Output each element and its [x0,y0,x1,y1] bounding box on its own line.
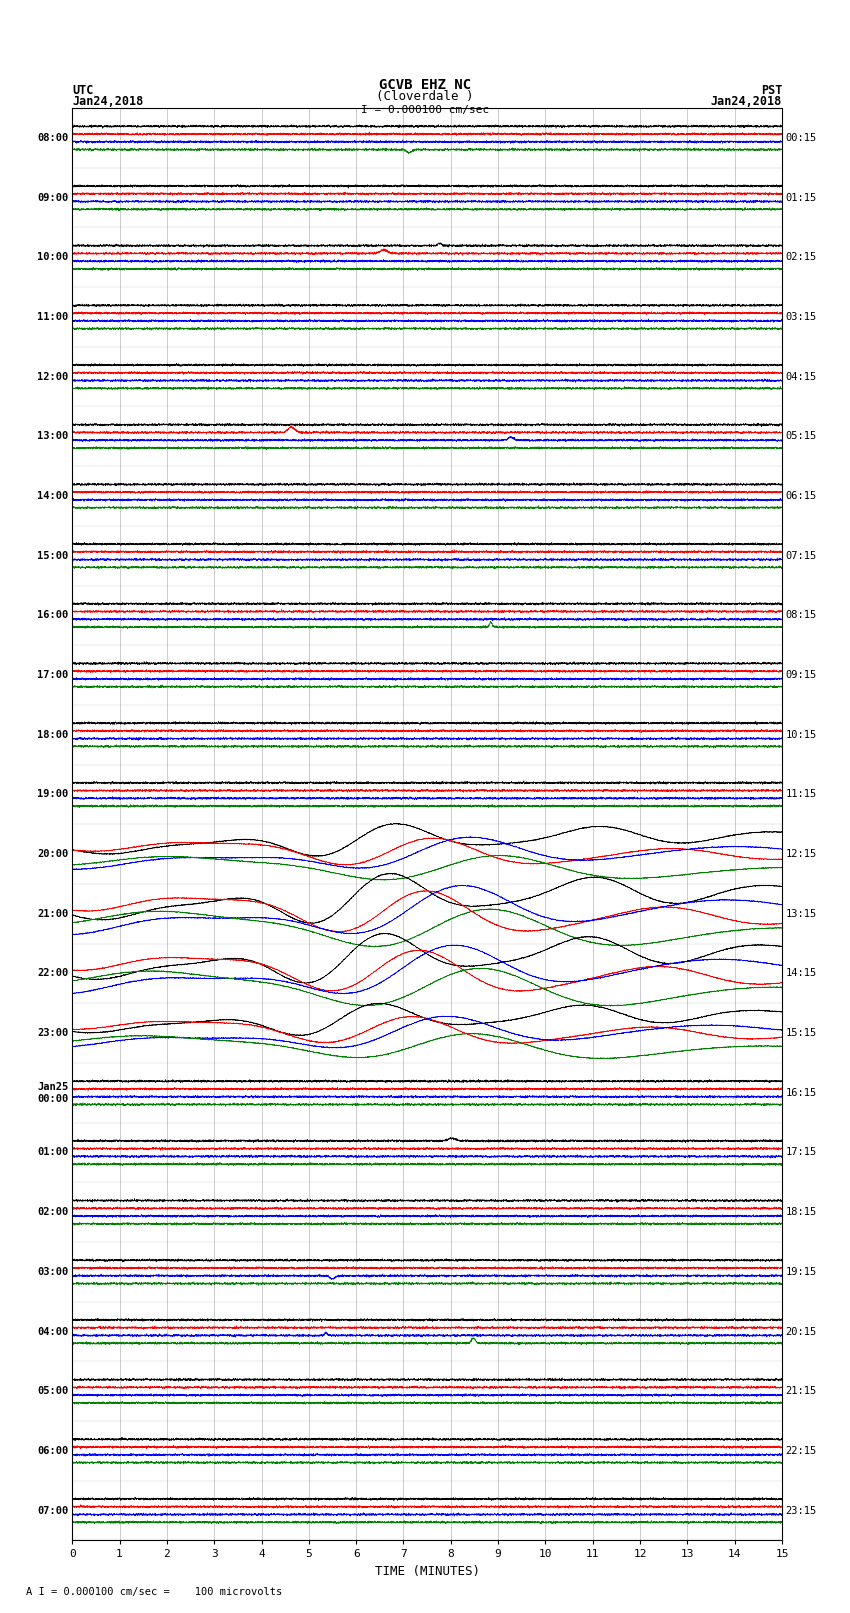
Text: 12:00: 12:00 [37,371,69,382]
Text: 12:15: 12:15 [785,848,817,860]
Text: 05:00: 05:00 [37,1386,69,1397]
Text: 20:00: 20:00 [37,848,69,860]
Text: 03:00: 03:00 [37,1266,69,1277]
Text: Jan24,2018: Jan24,2018 [711,95,782,108]
Text: 04:00: 04:00 [37,1326,69,1337]
Text: 11:00: 11:00 [37,311,69,323]
Text: 08:15: 08:15 [785,610,817,621]
Text: 18:00: 18:00 [37,729,69,740]
Text: 06:00: 06:00 [37,1445,69,1457]
Text: 00:15: 00:15 [785,132,817,144]
Text: 19:00: 19:00 [37,789,69,800]
Text: (Cloverdale ): (Cloverdale ) [377,90,473,103]
Text: 14:15: 14:15 [785,968,817,979]
Text: 05:15: 05:15 [785,431,817,442]
Text: 16:15: 16:15 [785,1087,817,1098]
Text: 09:15: 09:15 [785,669,817,681]
Text: GCVB EHZ NC: GCVB EHZ NC [379,77,471,92]
Text: 10:00: 10:00 [37,252,69,263]
Text: 16:00: 16:00 [37,610,69,621]
Text: 13:00: 13:00 [37,431,69,442]
Text: 21:00: 21:00 [37,908,69,919]
Text: 02:00: 02:00 [37,1207,69,1218]
Text: 08:00: 08:00 [37,132,69,144]
Text: 22:15: 22:15 [785,1445,817,1457]
Text: 06:15: 06:15 [785,490,817,502]
Text: 19:15: 19:15 [785,1266,817,1277]
Text: 07:15: 07:15 [785,550,817,561]
Text: I = 0.000100 cm/sec: I = 0.000100 cm/sec [361,105,489,115]
Text: 17:00: 17:00 [37,669,69,681]
Text: 03:15: 03:15 [785,311,817,323]
Text: 10:15: 10:15 [785,729,817,740]
Text: 07:00: 07:00 [37,1505,69,1516]
Text: A I = 0.000100 cm/sec =    100 microvolts: A I = 0.000100 cm/sec = 100 microvolts [26,1587,281,1597]
Text: 18:15: 18:15 [785,1207,817,1218]
Text: Jan25
00:00: Jan25 00:00 [37,1082,69,1103]
Text: 22:00: 22:00 [37,968,69,979]
Text: 04:15: 04:15 [785,371,817,382]
Text: 02:15: 02:15 [785,252,817,263]
Text: 21:15: 21:15 [785,1386,817,1397]
Text: 01:15: 01:15 [785,192,817,203]
Text: 14:00: 14:00 [37,490,69,502]
Text: 01:00: 01:00 [37,1147,69,1158]
Text: 13:15: 13:15 [785,908,817,919]
Text: 17:15: 17:15 [785,1147,817,1158]
Text: PST: PST [761,84,782,97]
Text: 09:00: 09:00 [37,192,69,203]
Text: 23:00: 23:00 [37,1027,69,1039]
Text: Jan24,2018: Jan24,2018 [72,95,144,108]
Text: 15:00: 15:00 [37,550,69,561]
X-axis label: TIME (MINUTES): TIME (MINUTES) [375,1565,479,1578]
Text: UTC: UTC [72,84,94,97]
Text: 20:15: 20:15 [785,1326,817,1337]
Text: 15:15: 15:15 [785,1027,817,1039]
Text: 11:15: 11:15 [785,789,817,800]
Text: 23:15: 23:15 [785,1505,817,1516]
